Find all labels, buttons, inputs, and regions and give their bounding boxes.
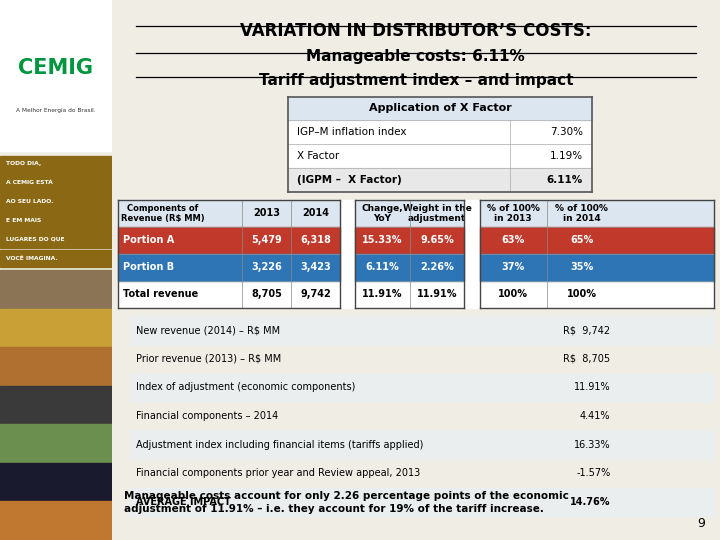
Bar [117, 254, 340, 281]
Text: Change,
YoY: Change, YoY [361, 204, 403, 223]
Bar [0, 347, 112, 386]
Text: 65%: 65% [570, 235, 593, 245]
Text: 63%: 63% [502, 235, 525, 245]
Bar [0, 270, 112, 308]
Text: VARIATION IN DISTRIBUTOR’S COSTS:: VARIATION IN DISTRIBUTOR’S COSTS: [240, 22, 592, 39]
Text: 11.91%: 11.91% [362, 289, 402, 299]
Bar [480, 227, 714, 254]
Bar [130, 316, 714, 345]
Text: 9: 9 [697, 517, 705, 530]
Bar [355, 200, 464, 227]
Text: R$  9,742: R$ 9,742 [563, 325, 611, 335]
Text: Components of
Revenue (R$ MM): Components of Revenue (R$ MM) [121, 204, 204, 223]
Text: Financial components prior year and Review appeal, 2013: Financial components prior year and Revi… [136, 468, 420, 478]
Text: 9,742: 9,742 [300, 289, 330, 299]
Text: New revenue (2014) – R$ MM: New revenue (2014) – R$ MM [136, 325, 280, 335]
Text: 35%: 35% [570, 262, 593, 272]
Text: LUGARES DO QUE: LUGARES DO QUE [6, 237, 64, 242]
Text: % of 100%
in 2013: % of 100% in 2013 [487, 204, 539, 223]
Bar [355, 254, 464, 281]
Text: A CEMIG ESTÁ: A CEMIG ESTÁ [6, 180, 53, 185]
Text: Portion B: Portion B [122, 262, 174, 272]
Text: 7.30%: 7.30% [550, 127, 583, 137]
Text: AVERAGE IMPACT: AVERAGE IMPACT [136, 497, 231, 507]
Text: Adjustment index including financial items (tariffs applied): Adjustment index including financial ite… [136, 440, 423, 450]
Text: 11.91%: 11.91% [574, 382, 611, 393]
Bar [288, 97, 593, 120]
Bar [0, 231, 112, 248]
Bar [355, 227, 464, 254]
Bar [0, 250, 112, 267]
Text: E EM MAIS: E EM MAIS [6, 218, 41, 223]
Text: Weight in the
adjustment: Weight in the adjustment [402, 204, 472, 223]
Text: 11.91%: 11.91% [417, 289, 457, 299]
Bar [288, 97, 593, 192]
Bar [117, 200, 340, 227]
Text: 6,318: 6,318 [300, 235, 331, 245]
Text: R$  8,705: R$ 8,705 [563, 354, 611, 364]
Bar [130, 430, 714, 459]
Bar [0, 156, 112, 173]
Bar [0, 308, 112, 347]
Text: 5,479: 5,479 [251, 235, 282, 245]
Bar [130, 373, 714, 402]
Bar [0, 502, 112, 540]
Text: 9.65%: 9.65% [420, 235, 454, 245]
Bar [0, 0, 112, 151]
Text: Financial components – 2014: Financial components – 2014 [136, 411, 278, 421]
Text: TODO DIA,: TODO DIA, [6, 161, 41, 166]
Text: 2013: 2013 [253, 208, 280, 218]
Text: 6.11%: 6.11% [366, 262, 399, 272]
Text: Tariff adjustment index – and impact: Tariff adjustment index – and impact [258, 73, 573, 88]
Bar [0, 212, 112, 230]
Bar [0, 174, 112, 192]
Bar [480, 200, 714, 227]
Bar [480, 254, 714, 281]
Text: Application of X Factor: Application of X Factor [369, 104, 511, 113]
Text: VOCÊ IMAGINA.: VOCÊ IMAGINA. [6, 255, 58, 261]
Text: 100%: 100% [567, 289, 597, 299]
Text: 2.26%: 2.26% [420, 262, 454, 272]
Text: -1.57%: -1.57% [576, 468, 611, 478]
Bar [130, 488, 714, 516]
Text: 14.76%: 14.76% [570, 497, 611, 507]
Text: Total revenue: Total revenue [122, 289, 198, 299]
Text: 3,423: 3,423 [300, 262, 330, 272]
Text: 2014: 2014 [302, 208, 329, 218]
Text: 6.11%: 6.11% [547, 175, 583, 185]
Text: 37%: 37% [502, 262, 525, 272]
Text: 16.33%: 16.33% [574, 440, 611, 450]
Text: 15.33%: 15.33% [362, 235, 402, 245]
Bar [0, 424, 112, 463]
Text: Index of adjustment (economic components): Index of adjustment (economic components… [136, 382, 355, 393]
Text: Manageable costs: 6.11%: Manageable costs: 6.11% [307, 49, 525, 64]
Bar [288, 168, 593, 192]
Text: Portion A: Portion A [122, 235, 174, 245]
Text: Prior revenue (2013) – R$ MM: Prior revenue (2013) – R$ MM [136, 354, 282, 364]
Text: (IGPM –  X Factor): (IGPM – X Factor) [297, 175, 402, 185]
Text: Manageable costs account for only 2.26 percentage points of the economic: Manageable costs account for only 2.26 p… [124, 490, 569, 501]
Bar [0, 463, 112, 502]
Text: adjustment of 11.91% – i.e. they account for 19% of the tariff increase.: adjustment of 11.91% – i.e. they account… [124, 504, 544, 514]
Text: 3,226: 3,226 [251, 262, 282, 272]
Bar [0, 386, 112, 424]
Bar [117, 200, 714, 308]
Text: X Factor: X Factor [297, 151, 339, 161]
Text: AO SEU LADO.: AO SEU LADO. [6, 199, 53, 204]
Text: IGP–M inflation index: IGP–M inflation index [297, 127, 407, 137]
Bar [0, 193, 112, 211]
Text: 4.41%: 4.41% [580, 411, 611, 421]
Text: % of 100%
in 2014: % of 100% in 2014 [555, 204, 608, 223]
Text: A Melhor Energia do Brasil.: A Melhor Energia do Brasil. [16, 108, 96, 113]
Bar [117, 227, 340, 254]
Text: 8,705: 8,705 [251, 289, 282, 299]
Text: CEMIG: CEMIG [18, 57, 94, 78]
Text: 1.19%: 1.19% [550, 151, 583, 161]
Text: 100%: 100% [498, 289, 528, 299]
